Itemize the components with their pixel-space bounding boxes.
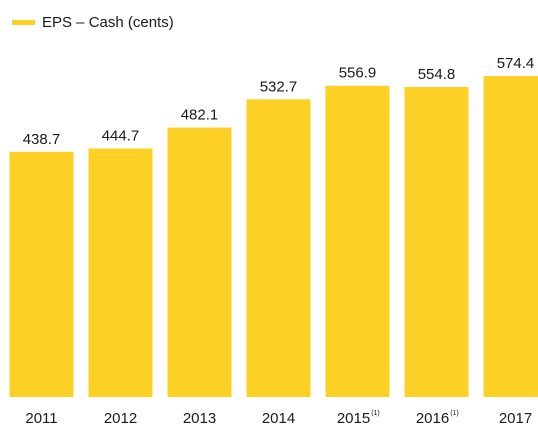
x-tick-label: 2011: [25, 410, 57, 427]
value-label: 482.1: [181, 107, 219, 124]
value-label: 574.4: [497, 55, 535, 72]
x-tick-label: 2017: [499, 410, 532, 427]
x-tick-label: 2014: [262, 410, 295, 427]
value-label: 444.7: [102, 127, 140, 144]
bar: [167, 127, 232, 397]
value-label: 438.7: [23, 131, 61, 148]
bar: [246, 99, 311, 397]
value-label: 532.7: [260, 78, 298, 95]
legend-label: EPS – Cash (cents): [42, 14, 174, 31]
bar: [88, 148, 153, 397]
x-tick-label: 2015: [337, 410, 370, 427]
x-tick-label: 2016: [416, 410, 449, 427]
bar: [483, 76, 538, 397]
footnote-marker: (1): [450, 410, 459, 417]
value-label: 556.9: [339, 65, 377, 82]
bar: [404, 86, 469, 398]
footnote-marker: (1): [371, 410, 380, 417]
x-tick-label: 2012: [104, 410, 137, 427]
bar: [9, 151, 74, 397]
x-tick-label: 2013: [183, 410, 216, 427]
legend-swatch: [12, 20, 35, 25]
bar: [325, 85, 390, 397]
value-label: 554.8: [418, 66, 456, 83]
